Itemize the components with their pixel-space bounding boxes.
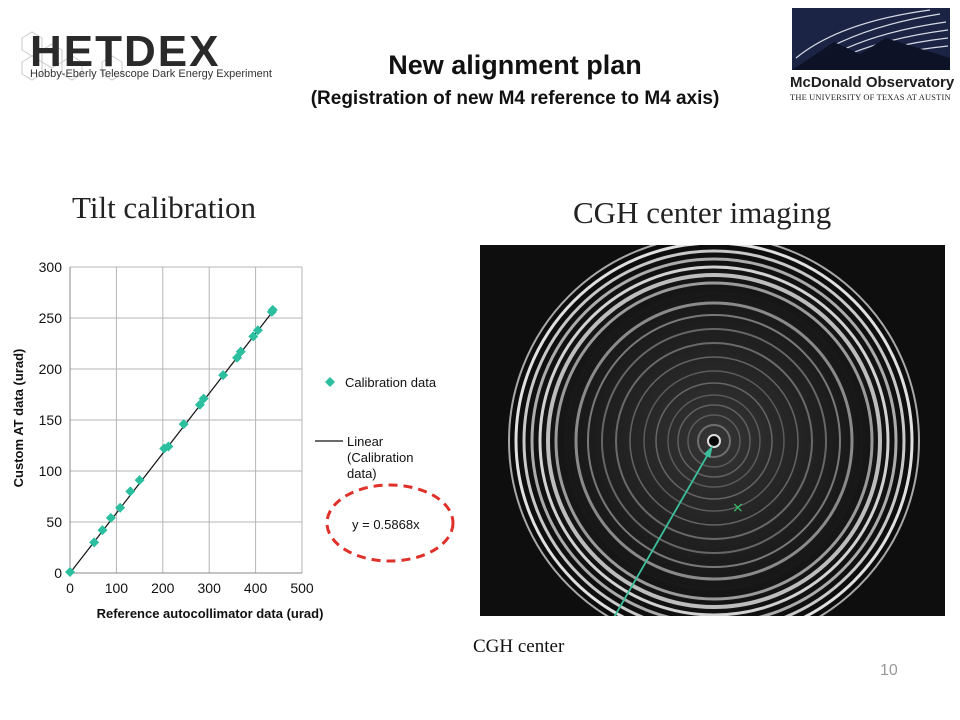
hetdex-logo bbox=[21, 31, 123, 81]
interference-ring bbox=[687, 414, 741, 468]
interference-ring bbox=[514, 245, 914, 616]
tilt-calibration-heading: Tilt calibration bbox=[72, 190, 256, 225]
pointer-arrowhead bbox=[704, 445, 713, 458]
mcdonald-observatory-logo bbox=[792, 8, 950, 70]
cgh-center-spot bbox=[707, 434, 721, 448]
data-point bbox=[89, 537, 100, 548]
y-tick-label: 100 bbox=[39, 463, 63, 479]
x-tick-label: 500 bbox=[290, 580, 314, 596]
cgh-center-label: CGH center bbox=[473, 636, 565, 657]
observatory-affiliation: THE UNIVERSITY OF TEXAS AT AUSTIN bbox=[790, 93, 951, 102]
interference-ring bbox=[554, 281, 874, 601]
data-point bbox=[218, 370, 229, 381]
interference-ring bbox=[629, 356, 799, 526]
y-tick-label: 200 bbox=[39, 361, 63, 377]
x-axis-label: Reference autocollimator data (urad) bbox=[97, 606, 324, 621]
interference-rings bbox=[508, 245, 920, 616]
legend-marker-diamond bbox=[325, 377, 335, 387]
x-tick-label: 0 bbox=[66, 580, 74, 596]
legend-label-linear: Linear (Calibration data) bbox=[347, 434, 417, 481]
interference-ring bbox=[643, 370, 785, 512]
data-point bbox=[125, 486, 136, 497]
pointer-arrow bbox=[613, 448, 712, 616]
x-tick-label: 200 bbox=[151, 580, 175, 596]
interference-ring bbox=[601, 328, 827, 554]
interference-ring bbox=[655, 382, 773, 500]
data-point bbox=[198, 393, 209, 404]
data-point bbox=[163, 441, 174, 452]
chart-grid bbox=[69, 266, 303, 574]
fit-equation: y = 0.5868x bbox=[352, 517, 420, 532]
data-point bbox=[252, 325, 263, 336]
x-tick-label: 400 bbox=[244, 580, 268, 596]
linear-fit-line bbox=[69, 309, 275, 574]
tilt-calibration-chart: 0 100 200 300 400 500 0 50 100 150 200 250 300 Refer… bbox=[11, 259, 455, 621]
interference-ring bbox=[677, 404, 751, 478]
observatory-name: McDonald Observatory bbox=[790, 74, 955, 91]
interference-ring bbox=[587, 314, 841, 568]
data-point bbox=[97, 525, 108, 536]
interference-ring bbox=[530, 257, 898, 616]
data-point bbox=[115, 502, 126, 513]
x-tick-label: 100 bbox=[105, 580, 129, 596]
data-point bbox=[134, 475, 145, 486]
interference-ring bbox=[574, 301, 854, 581]
data-point bbox=[248, 331, 259, 342]
y-axis-label: Custom AT data (urad) bbox=[11, 349, 26, 488]
data-point bbox=[235, 346, 246, 357]
data-point bbox=[178, 419, 189, 430]
cgh-center-image: × bbox=[480, 245, 945, 616]
y-tick-label: 150 bbox=[39, 412, 63, 428]
y-tick-label: 250 bbox=[39, 310, 63, 326]
y-tick-label: 50 bbox=[46, 514, 62, 530]
data-point bbox=[267, 304, 278, 315]
green-cross-marker: × bbox=[732, 500, 744, 516]
interference-ring bbox=[538, 265, 890, 616]
interference-ring bbox=[522, 249, 906, 616]
hetdex-logo-text: HETDEX bbox=[30, 27, 221, 76]
page-number: 10 bbox=[880, 662, 898, 679]
y-tick-label: 0 bbox=[54, 565, 62, 581]
cgh-imaging-heading: CGH center imaging bbox=[573, 195, 832, 230]
equation-highlight-ellipse bbox=[325, 483, 455, 563]
chart-axes bbox=[69, 267, 302, 574]
hetdex-logo-subtitle: Hobby-Eberly Telescope Dark Energy Exper… bbox=[30, 68, 272, 80]
slide-subtitle: (Registration of new M4 reference to M4 … bbox=[310, 88, 720, 109]
chart-legend: Calibration data Linear (Calibration dat… bbox=[315, 375, 437, 481]
interference-ring bbox=[615, 342, 813, 540]
calibration-points bbox=[65, 304, 278, 577]
interference-ring bbox=[697, 424, 731, 458]
interference-ring bbox=[565, 292, 863, 590]
slide-title: New alignment plan bbox=[388, 50, 642, 80]
interference-ring bbox=[546, 273, 882, 609]
data-point bbox=[105, 512, 116, 523]
y-tick-label: 300 bbox=[39, 259, 63, 275]
data-point bbox=[65, 566, 75, 577]
legend-label-calibration: Calibration data bbox=[345, 375, 437, 390]
chart-tick-labels: 0 100 200 300 400 500 0 50 100 150 200 250 300 bbox=[39, 259, 314, 596]
interference-ring bbox=[508, 245, 920, 616]
x-tick-label: 300 bbox=[198, 580, 222, 596]
interference-ring bbox=[667, 394, 761, 488]
